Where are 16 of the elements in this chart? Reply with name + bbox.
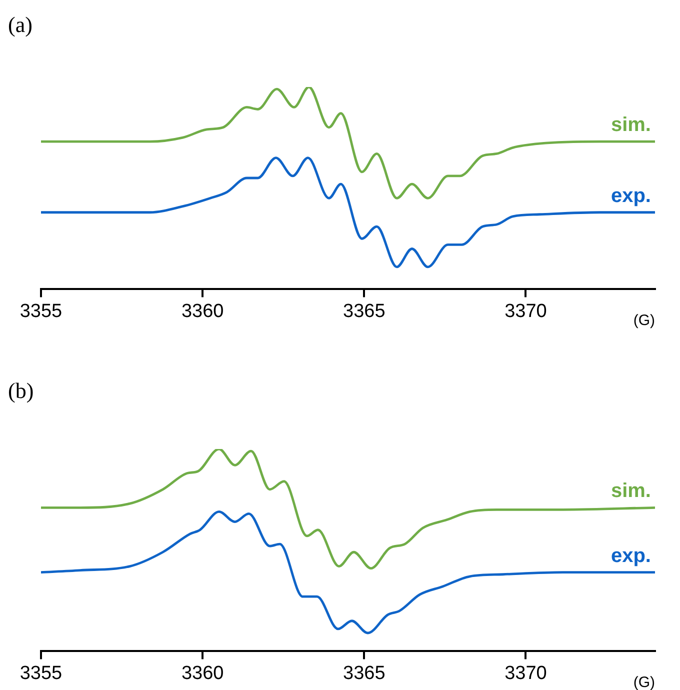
chart-title: (b) bbox=[8, 378, 34, 404]
x-axis-title: (G) bbox=[633, 312, 655, 330]
x-tick-label: 3360 bbox=[181, 662, 224, 684]
x-tick-label: 3355 bbox=[20, 662, 62, 684]
series-label: exp. bbox=[610, 544, 651, 567]
x-tick-label: 3370 bbox=[504, 662, 547, 684]
x-tick-label: 3365 bbox=[343, 662, 386, 684]
x-tick-label: 3355 bbox=[20, 300, 62, 322]
series-label: sim. bbox=[610, 114, 651, 136]
series-label: sim. bbox=[610, 480, 651, 502]
x-tick-label: 3365 bbox=[343, 300, 386, 322]
chart-title: (a) bbox=[8, 12, 32, 38]
x-tick-label: 3370 bbox=[504, 300, 547, 322]
x-tick-label: 3360 bbox=[181, 300, 224, 322]
series-label: exp. bbox=[610, 184, 651, 207]
x-axis-title: (G) bbox=[633, 674, 655, 690]
